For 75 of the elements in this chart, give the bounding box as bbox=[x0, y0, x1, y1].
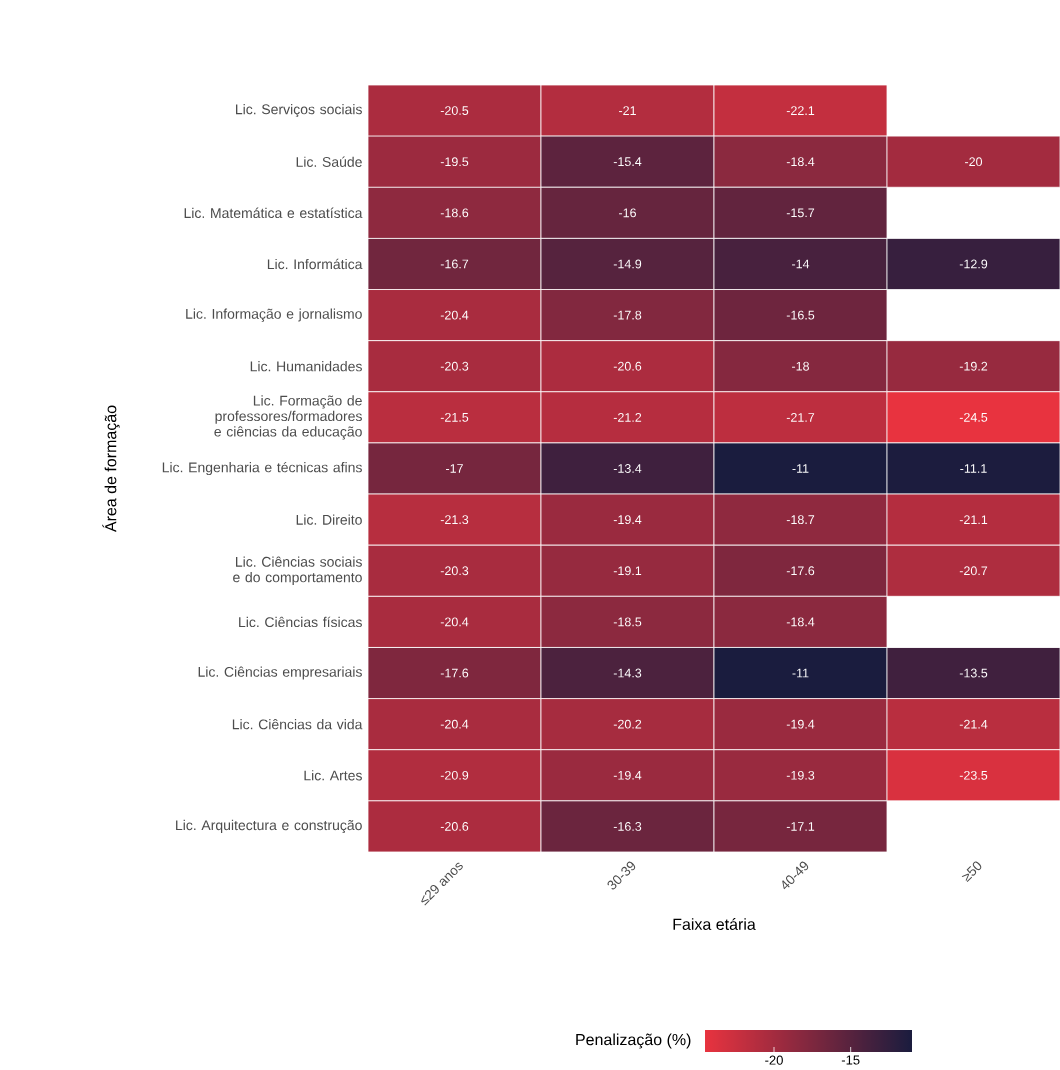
data-label: -16.3 bbox=[613, 822, 642, 831]
data-label: -20.4 bbox=[440, 719, 469, 729]
data-label: -12.9 bbox=[959, 259, 988, 269]
data-label: -18.5 bbox=[613, 617, 642, 627]
data-label: -20.6 bbox=[613, 361, 642, 371]
data-label: -14.3 bbox=[613, 668, 642, 678]
data-label: -16.5 bbox=[786, 310, 815, 320]
data-label: -14.9 bbox=[613, 259, 642, 269]
data-label: -16 bbox=[619, 208, 636, 218]
y-tick-label: Lic. Engenharia e técnicas afins bbox=[162, 461, 362, 476]
data-label: -17 bbox=[446, 464, 463, 473]
y-tick-label: Lic. Ciências físicas bbox=[239, 616, 362, 628]
data-label: -18.6 bbox=[440, 208, 469, 218]
data-label: -19.4 bbox=[786, 719, 815, 729]
y-tick-label: Lic. Informação e jornalismo bbox=[186, 308, 362, 322]
data-label: -23.5 bbox=[959, 770, 988, 780]
data-label: -20.9 bbox=[440, 770, 469, 780]
data-label: -21.3 bbox=[440, 515, 469, 525]
data-label: -20.3 bbox=[440, 566, 469, 576]
data-label: -21.7 bbox=[786, 413, 815, 422]
data-label: -19.5 bbox=[440, 157, 469, 167]
data-label: -20 bbox=[965, 157, 983, 167]
y-tick-label: Lic. Direito bbox=[296, 514, 362, 525]
y-tick-label: Lic. Ciências empresariais bbox=[198, 666, 362, 680]
data-label: -13.4 bbox=[613, 464, 642, 473]
color-bar-title: Penalização (%) bbox=[576, 1033, 691, 1049]
y-tick-label: Lic. Matemática e estatística bbox=[184, 207, 363, 219]
data-label: -21.1 bbox=[959, 515, 988, 524]
y-tick-label: Lic. Ciências da vida bbox=[232, 719, 363, 730]
data-label: -21.5 bbox=[440, 412, 469, 422]
y-tick-label: Lic. Arquitectura e construção bbox=[176, 819, 362, 833]
data-label: -13.5 bbox=[959, 668, 988, 678]
data-label: -20.7 bbox=[959, 566, 988, 576]
y-tick-label: Lic. Formação de professores/formadores e ciências da educação bbox=[214, 395, 362, 440]
y-tick-label: Lic. Informática bbox=[267, 258, 363, 270]
data-label: -11.1 bbox=[960, 464, 987, 473]
data-label: -21.4 bbox=[959, 719, 988, 729]
data-label: -20.2 bbox=[613, 719, 642, 729]
y-tick-label: Lic. Saúde bbox=[296, 156, 362, 167]
data-label: -20.5 bbox=[440, 106, 469, 115]
data-label: -19.3 bbox=[786, 770, 815, 780]
x-axis-title: Faixa etária bbox=[673, 918, 756, 930]
data-label: -20.6 bbox=[440, 822, 469, 831]
data-label: -15.4 bbox=[613, 157, 642, 167]
data-label: -18 bbox=[792, 361, 809, 371]
data-label: -17.8 bbox=[613, 310, 642, 320]
y-axis-title: Área de formação bbox=[102, 405, 120, 533]
data-label: -19.1 bbox=[613, 566, 642, 576]
data-label: -11 bbox=[792, 464, 809, 473]
data-label: -24.5 bbox=[959, 412, 988, 422]
data-label: -17.6 bbox=[440, 668, 469, 678]
data-label: -18.4 bbox=[786, 157, 815, 167]
data-label: -11 bbox=[792, 668, 809, 678]
y-tick-label: Lic. Serviços sociais bbox=[236, 104, 362, 118]
data-label: -19.2 bbox=[959, 361, 988, 371]
data-label: -16.7 bbox=[440, 259, 469, 269]
data-label: -14 bbox=[792, 259, 810, 269]
data-label: -21.2 bbox=[613, 413, 642, 422]
data-label: -19.4 bbox=[613, 770, 642, 780]
y-tick-label: Lic. Humanidades bbox=[250, 361, 362, 372]
x-tick-label: ≥50 bbox=[961, 861, 982, 883]
color-bar-label: -20 bbox=[765, 1055, 783, 1065]
data-label: -20.4 bbox=[440, 617, 469, 627]
y-tick-label: Lic. Artes bbox=[304, 770, 362, 781]
data-label: -20.4 bbox=[440, 310, 469, 320]
y-tick-label: Lic. Ciências sociais e do comportamento bbox=[233, 556, 362, 586]
color-bar-label: -15 bbox=[841, 1055, 860, 1065]
data-label: -17.1 bbox=[786, 822, 815, 831]
data-label: -20.3 bbox=[440, 361, 469, 371]
data-label: -21 bbox=[619, 106, 636, 115]
data-label: -19.4 bbox=[613, 515, 642, 525]
data-label: -18.4 bbox=[786, 617, 815, 627]
data-label: -17.6 bbox=[786, 566, 815, 576]
data-label: -15.7 bbox=[786, 208, 815, 218]
data-label: -18.7 bbox=[786, 515, 815, 525]
